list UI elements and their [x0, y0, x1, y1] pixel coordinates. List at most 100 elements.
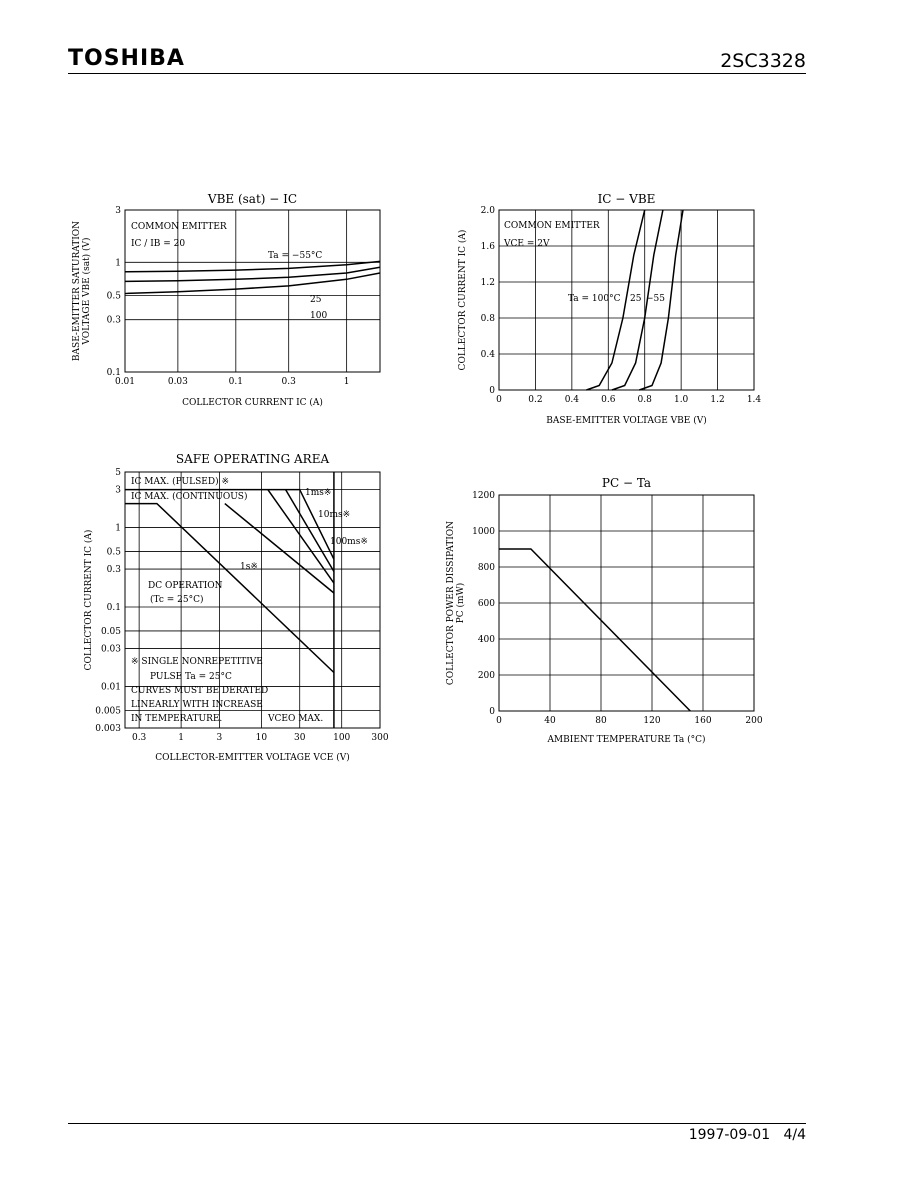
- x-tick-label: 1: [344, 377, 350, 387]
- curve-label: 25: [310, 295, 322, 305]
- chart-note: DC OPERATION: [148, 581, 223, 591]
- series-line: [284, 489, 335, 572]
- y-axis-label-2: PC (mW): [455, 583, 466, 624]
- chart-note: IC MAX. (CONTINUOUS): [131, 491, 247, 502]
- x-tick-label: 100: [333, 733, 350, 743]
- series-line: [125, 488, 335, 560]
- y-tick-label: 0.3: [107, 316, 122, 326]
- y-tick-label: 0.3: [107, 565, 122, 575]
- plot-frame: [124, 209, 381, 373]
- y-tick-label: 200: [478, 671, 495, 681]
- y-tick-label: 0.003: [95, 724, 121, 734]
- brand-logo: TOSHIBA: [68, 46, 185, 71]
- chart-note: PULSE Ta = 25°C: [150, 672, 232, 682]
- y-tick-label: 0: [489, 386, 495, 396]
- x-tick-label: 10: [256, 733, 268, 743]
- x-tick-label: 1.0: [674, 395, 689, 405]
- y-tick-label: 1: [115, 524, 121, 534]
- series-line: [586, 209, 646, 391]
- x-tick-label: 0.8: [638, 395, 653, 405]
- chart-title: VBE (sat) − IC: [207, 192, 297, 206]
- x-tick-label: 160: [694, 716, 711, 726]
- y-tick-label: 400: [478, 635, 495, 645]
- series-line: [267, 489, 335, 584]
- curve-label: Ta = −55°C: [268, 251, 322, 261]
- y-tick-label: 0.01: [101, 682, 121, 692]
- plot-frame: [124, 471, 381, 729]
- y-tick-label: 0.1: [107, 368, 121, 378]
- x-tick-label: 3: [217, 733, 223, 743]
- curve-label: 25: [630, 294, 642, 304]
- x-tick-label: 0.3: [132, 733, 147, 743]
- y-tick-label: 0: [489, 707, 495, 717]
- series-line: [124, 272, 381, 295]
- y-tick-label: 3: [115, 206, 121, 216]
- y-tick-label: 600: [478, 599, 495, 609]
- chart-note: VCE = 2V: [503, 239, 550, 249]
- plot-frame: [498, 494, 755, 712]
- y-tick-label: 0.5: [107, 547, 122, 557]
- part-number: 2SC3328: [720, 50, 806, 72]
- x-tick-label: 0.1: [229, 377, 243, 387]
- curve-label: 1s※: [240, 562, 258, 572]
- x-tick-label: 200: [745, 716, 762, 726]
- chart-note: IC MAX. (PULSED) ※: [131, 476, 229, 487]
- plot-frame: [498, 209, 755, 391]
- series-line: [124, 266, 381, 283]
- x-axis-label: BASE-EMITTER VOLTAGE VBE (V): [546, 415, 706, 426]
- x-tick-label: 0.03: [168, 377, 188, 387]
- y-tick-label: 0.1: [107, 603, 121, 613]
- x-tick-label: 120: [643, 716, 660, 726]
- y-tick-label: 0.05: [101, 627, 121, 637]
- curve-label: 100ms※: [330, 537, 368, 547]
- footer: 1997-09-01 4/4: [689, 1127, 806, 1143]
- series-line: [499, 548, 691, 712]
- y-tick-label: 3: [115, 486, 121, 496]
- y-axis-label: COLLECTOR CURRENT IC (A): [83, 530, 94, 671]
- x-tick-label: 0.4: [565, 395, 580, 405]
- y-tick-label: 0.8: [481, 314, 496, 324]
- chart-note: IC / IB = 20: [131, 239, 185, 249]
- y-tick-label: 1.6: [481, 242, 496, 252]
- chart-note: CURVES MUST BE DERATED: [131, 686, 268, 696]
- chart-note: COMMON EMITTER: [131, 222, 227, 232]
- series-line: [639, 209, 684, 391]
- x-tick-label: 0.3: [282, 377, 297, 387]
- x-tick-label: 0.2: [528, 395, 542, 405]
- footer-date: 1997-09-01: [688, 1127, 771, 1143]
- chart-note: IN TEMPERATURE.: [131, 714, 222, 724]
- curve-label: 1ms※: [305, 488, 331, 498]
- chart-note: VCEO MAX.: [267, 714, 323, 724]
- curve-label: Ta = 100°C: [568, 294, 621, 304]
- series-line: [124, 260, 381, 273]
- x-tick-label: 80: [595, 716, 607, 726]
- chart-title: IC − VBE: [598, 192, 656, 206]
- y-tick-label: 0.005: [95, 706, 121, 716]
- y-tick-label: 0.4: [481, 350, 496, 360]
- y-axis-label: COLLECTOR POWER DISSIPATION: [446, 521, 456, 685]
- x-tick-label: 300: [371, 733, 388, 743]
- chart-note: LINEARLY WITH INCREASE: [131, 700, 263, 710]
- x-axis-label: AMBIENT TEMPERATURE Ta (°C): [546, 734, 705, 745]
- y-tick-label: 5: [115, 468, 121, 478]
- x-tick-label: 0: [496, 716, 502, 726]
- y-tick-label: 0.5: [107, 291, 122, 301]
- chart-title: PC − Ta: [602, 476, 651, 490]
- curve-label: 10ms※: [318, 510, 350, 520]
- header-rule: [68, 73, 806, 74]
- x-tick-label: 0.6: [601, 395, 616, 405]
- y-tick-label: 800: [478, 563, 495, 573]
- x-tick-label: 40: [544, 716, 556, 726]
- x-axis-label: COLLECTOR CURRENT IC (A): [182, 397, 323, 408]
- curve-label: −55: [646, 294, 665, 304]
- footer-rule: [68, 1123, 806, 1124]
- y-axis-label-2: VOLTAGE VBE (sat) (V): [81, 237, 92, 345]
- chart-note: COMMON EMITTER: [504, 221, 600, 231]
- chart-note: (Tc = 25°C): [150, 594, 203, 605]
- y-tick-label: 1000: [472, 527, 495, 537]
- y-tick-label: 0.03: [101, 645, 121, 655]
